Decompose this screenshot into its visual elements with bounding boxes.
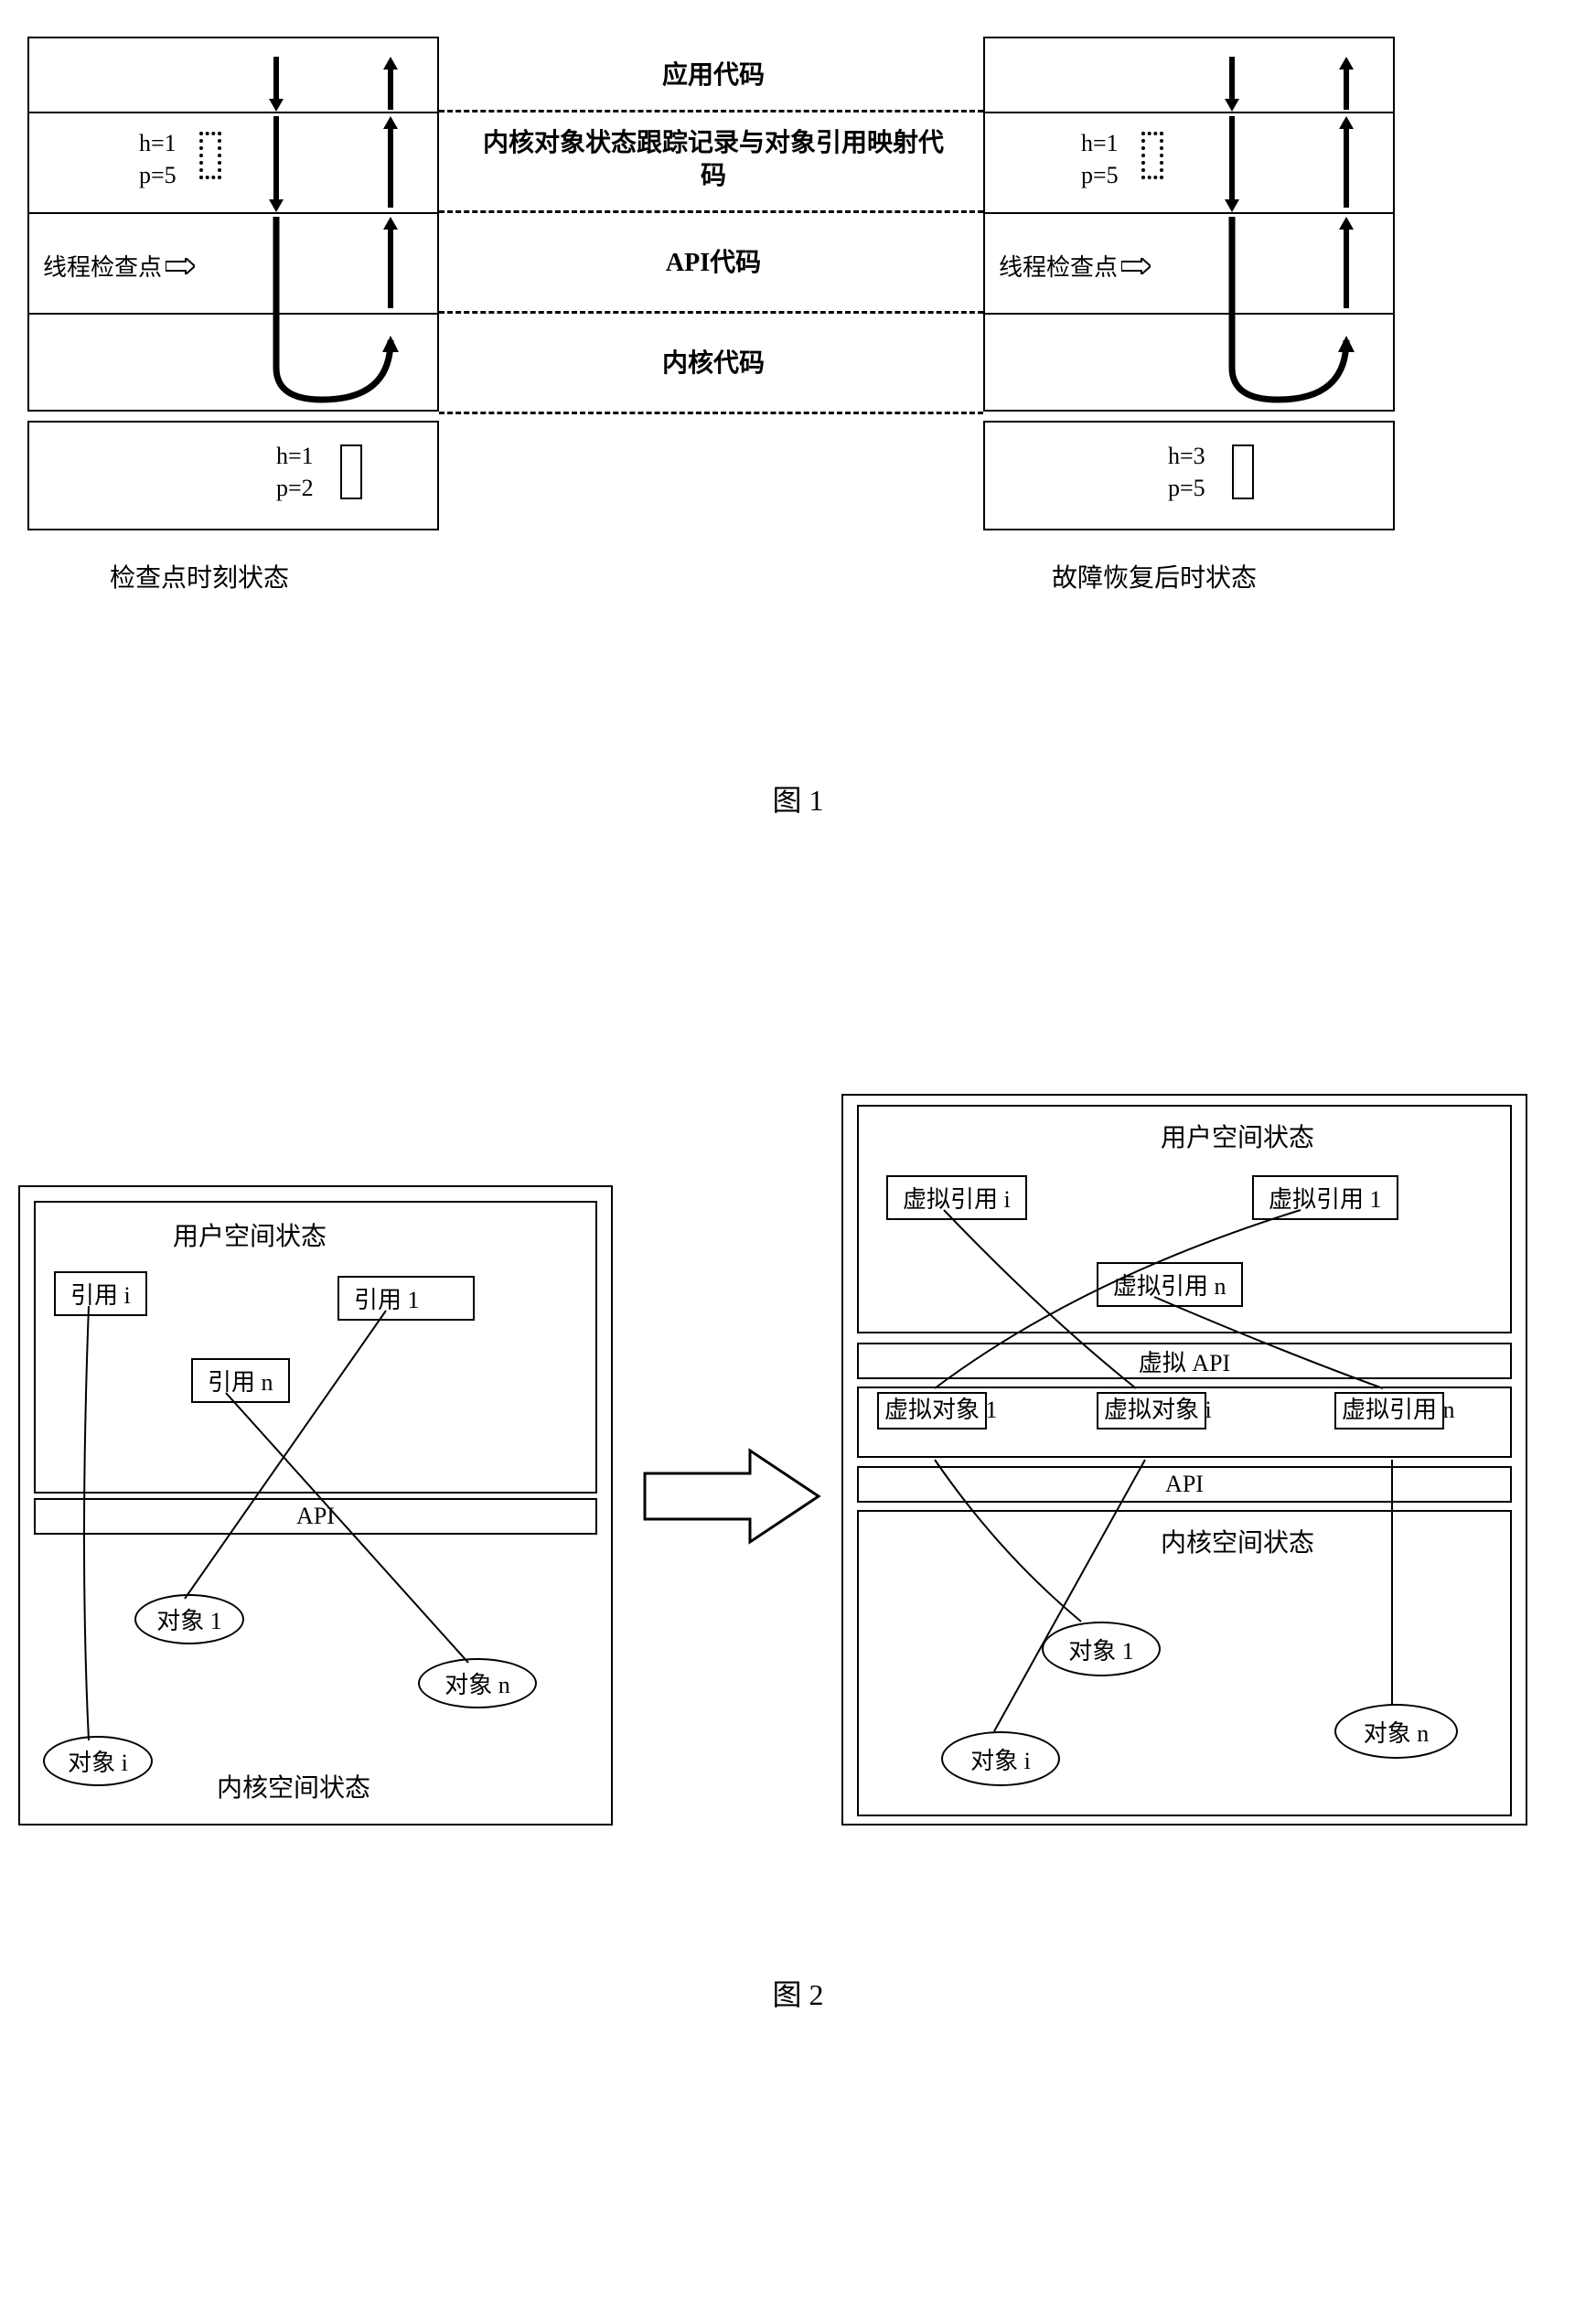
vapi-bar: 虚拟 API [857,1343,1512,1379]
dashed-divider [439,210,983,213]
obj-1: 对象 1 [1042,1622,1161,1676]
bottom-h: h=3 [1168,443,1205,470]
ref-1: 引用 1 [337,1276,475,1321]
state-rect [1232,444,1254,499]
obj-n: 对象 n [418,1658,537,1708]
vref-1: 虚拟引用 1 [1252,1175,1398,1220]
fig2-left-panel: 用户空间状态 引用 i 引用 1 引用 n API 内核空间状态 对象 1 对象… [18,1185,613,1826]
bottom-h: h=1 [276,443,314,470]
fig1-bottom-left: h=1 p=2 [27,421,439,530]
kernel-space-title: 内核空间状态 [217,1768,370,1804]
fig1-bottom-right: h=3 p=5 [983,421,1395,530]
dashed-divider [439,412,983,414]
flow-arrows [29,38,441,413]
label-kernel-track: 内核对象状态跟踪记录与对象引用映射代码 [457,110,969,210]
vref-i: 虚拟引用 i [886,1175,1027,1220]
fig1-left-panel: h=1 p=5 线程检查点 [27,37,439,412]
kernel-space-box: 内核空间状态 对象 1 对象 i 对象 n [34,1539,597,1814]
dashed-divider [439,110,983,112]
vobj-row: 虚拟对象 1 虚拟对象 i 虚拟引用 n [857,1387,1512,1458]
vobj-1: 虚拟对象 1 [877,1392,987,1429]
dashed-divider [439,311,983,314]
ref-i: 引用 i [54,1271,147,1316]
api-bar: API [857,1466,1512,1503]
label-kernel-code: 内核代码 [457,311,969,412]
fig1-center-column: 应用代码 内核对象状态跟踪记录与对象引用映射代码 API代码 内核代码 [457,37,969,412]
user-space-box: 用户空间状态 引用 i 引用 1 引用 n [34,1201,597,1494]
user-space-title: 用户空间状态 [173,1216,327,1253]
vobj-n: 虚拟引用 n [1334,1392,1444,1429]
fig1-right-panel: h=1 p=5 线程检查点 [983,37,1395,412]
label-app-code: 应用代码 [457,37,969,110]
vobj-i: 虚拟对象 i [1097,1392,1206,1429]
fig1-caption: 图 1 [18,777,1578,819]
kernel-space-box: 内核空间状态 对象 1 对象 i 对象 n [857,1510,1512,1816]
bottom-p: p=5 [1168,475,1205,502]
obj-i: 对象 i [43,1736,153,1786]
figure-1: 应用代码 内核对象状态跟踪记录与对象引用映射代码 API代码 内核代码 h=1 … [18,27,1578,668]
fig1-right-caption: 故障恢复后时状态 [1052,558,1257,594]
transition-arrow-icon [640,1441,823,1551]
state-rect [340,444,362,499]
figure-2: 用户空间状态 引用 i 引用 1 引用 n API 内核空间状态 对象 1 对象… [18,1094,1578,1917]
fig2-right-panel: 用户空间状态 虚拟引用 i 虚拟引用 1 虚拟引用 n 虚拟 API 虚拟对象 … [841,1094,1527,1826]
ref-n: 引用 n [191,1358,290,1403]
obj-n: 对象 n [1334,1704,1458,1759]
fig1-left-caption: 检查点时刻状态 [110,558,289,594]
obj-i: 对象 i [941,1731,1060,1786]
user-space-title: 用户空间状态 [1161,1118,1314,1154]
vref-n: 虚拟引用 n [1097,1262,1243,1307]
api-bar: API [34,1498,597,1535]
bottom-p: p=2 [276,475,314,502]
kernel-space-title: 内核空间状态 [1161,1523,1314,1559]
label-api-code: API代码 [457,210,969,311]
fig2-caption: 图 2 [18,1972,1578,2014]
user-space-box: 用户空间状态 虚拟引用 i 虚拟引用 1 虚拟引用 n [857,1105,1512,1333]
flow-arrows [985,38,1397,413]
obj-1: 对象 1 [134,1594,244,1644]
